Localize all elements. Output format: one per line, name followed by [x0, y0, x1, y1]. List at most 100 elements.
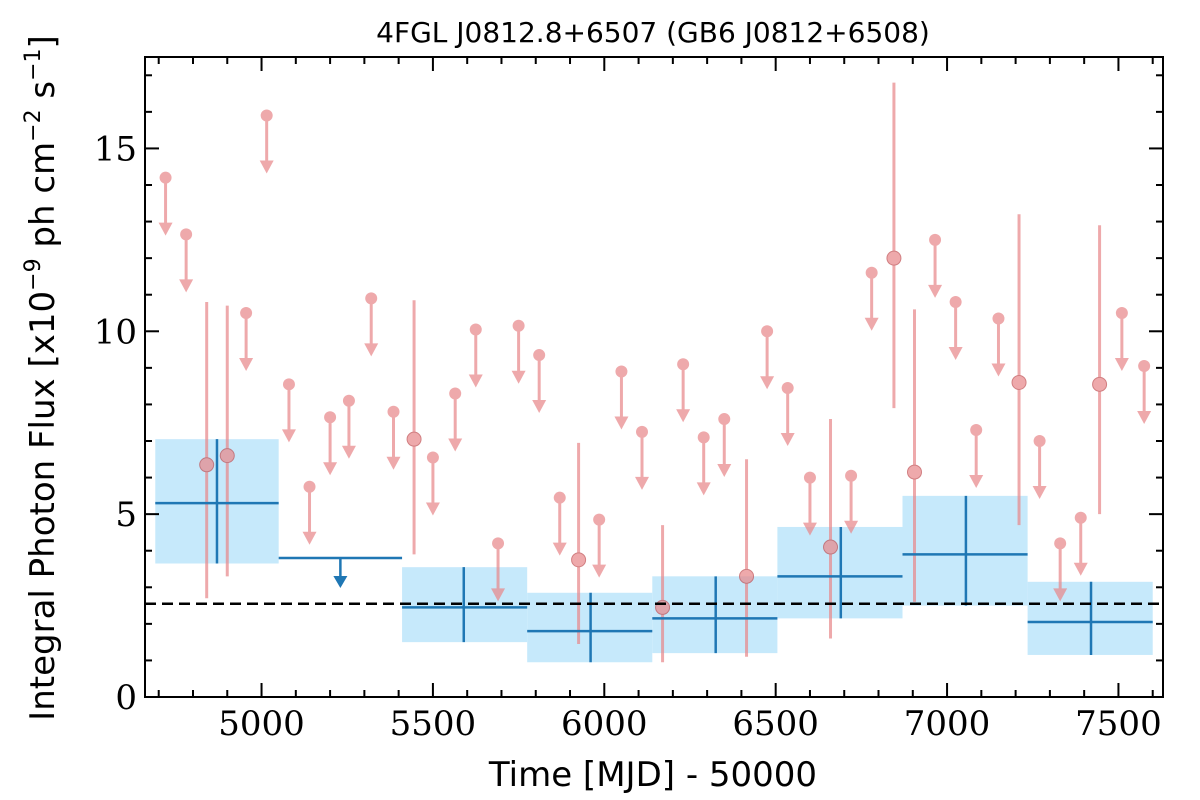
fine-upper-limit — [1073, 511, 1088, 576]
fine-upper-limit — [1032, 435, 1047, 499]
fine-upper-limit — [158, 171, 173, 236]
fine-upper-limit — [969, 424, 984, 489]
coarse-upper-limit-arrow — [333, 576, 348, 589]
y-tick-label: 15 — [94, 129, 137, 169]
fine-upper-limit — [341, 394, 356, 459]
fine-upper-limit-marker — [324, 411, 337, 424]
fine-upper-limit — [386, 405, 401, 470]
fine-upper-limit-marker — [677, 358, 690, 371]
fine-bin-series — [158, 82, 1152, 663]
fine-upper-limit-marker — [282, 378, 295, 391]
fine-upper-limit-marker — [615, 365, 628, 378]
fine-upper-limit — [948, 296, 963, 361]
fine-upper-limit-arrow — [635, 476, 650, 490]
fine-upper-limit — [696, 431, 711, 496]
fine-upper-limit — [364, 292, 379, 357]
coarse-detection — [902, 495, 1028, 606]
fine-upper-limit — [635, 425, 650, 490]
fine-upper-limit-arrow — [864, 317, 879, 331]
coarse-detection — [652, 576, 778, 654]
fine-upper-limit-arrow — [552, 542, 567, 556]
fine-upper-limit-arrow — [696, 482, 711, 496]
fine-upper-limit-marker — [970, 424, 983, 437]
fine-upper-limit-arrow — [259, 160, 274, 174]
fine-upper-limit-marker — [387, 405, 400, 418]
fine-upper-limit-marker — [1138, 360, 1151, 373]
coarse-detection — [155, 439, 279, 564]
coarse-bin-bands — [155, 439, 1153, 663]
fine-upper-limit-marker — [929, 233, 942, 246]
fine-detection — [886, 82, 902, 409]
fine-upper-limit-arrow — [425, 502, 440, 516]
fine-upper-limit — [491, 537, 506, 602]
fine-upper-limit-marker — [533, 349, 546, 362]
y-tick-label: 0 — [115, 678, 137, 718]
fine-upper-limit-marker — [260, 109, 273, 122]
fine-upper-limit-arrow — [676, 409, 691, 423]
fine-upper-limit-arrow — [948, 347, 963, 361]
fine-upper-limit-marker — [949, 296, 962, 309]
fine-upper-limit — [468, 323, 483, 388]
fine-upper-limit-arrow — [532, 400, 547, 414]
x-tick-label: 5500 — [390, 704, 477, 744]
fine-upper-limit — [991, 312, 1006, 377]
axis-ticks: 5000 5500 6000 6500 7000 7500 0 5 10 15 — [94, 57, 1163, 744]
fine-upper-limit-marker — [342, 394, 355, 407]
fine-upper-limit-marker — [553, 491, 566, 504]
fine-upper-limit-marker — [845, 469, 858, 482]
fine-upper-limit-arrow — [969, 475, 984, 489]
fine-upper-limit — [780, 381, 795, 446]
fine-detection — [219, 305, 235, 577]
fine-upper-limit — [844, 469, 859, 534]
fine-upper-limit — [1137, 360, 1152, 425]
fine-upper-limit-arrow — [179, 279, 194, 293]
fine-upper-limit-marker — [1115, 307, 1128, 319]
fine-upper-limit — [323, 411, 338, 476]
fine-detection-marker — [1092, 376, 1108, 392]
fine-upper-limit-arrow — [386, 456, 401, 470]
fine-upper-limit — [532, 349, 547, 414]
fine-upper-limit — [1053, 537, 1068, 602]
fine-upper-limit — [928, 233, 943, 298]
fine-upper-limit-arrow — [491, 588, 506, 602]
fine-upper-limit — [302, 480, 317, 545]
fine-upper-limit — [1114, 307, 1129, 371]
y-axis-label-mid: ph cm — [23, 142, 63, 259]
fine-upper-limit-marker — [1054, 537, 1067, 550]
x-tick-label: 7000 — [904, 704, 991, 744]
fine-upper-limit-marker — [180, 228, 193, 241]
fine-upper-limit-marker — [159, 171, 172, 184]
fine-detection — [406, 300, 422, 555]
fine-upper-limit-marker — [1074, 511, 1087, 524]
fine-upper-limit-marker — [718, 413, 731, 426]
fine-upper-limit-arrow — [341, 445, 356, 459]
fine-detection-marker — [823, 539, 839, 555]
fine-upper-limit-arrow — [928, 284, 943, 298]
fine-upper-limit-marker — [992, 312, 1005, 325]
fine-upper-limit-marker — [512, 319, 525, 332]
fine-upper-limit-marker — [240, 307, 253, 319]
x-tick-label: 6500 — [732, 704, 819, 744]
fine-upper-limit-marker — [303, 480, 316, 493]
fine-upper-limit-arrow — [323, 462, 338, 476]
fine-upper-limit-marker — [697, 431, 710, 444]
fine-upper-limit — [552, 491, 567, 556]
fine-upper-limit-arrow — [592, 564, 607, 578]
fine-upper-limit-arrow — [760, 376, 775, 390]
coarse-upper-limit — [278, 556, 403, 589]
fine-upper-limit — [511, 319, 526, 384]
fine-upper-limit-arrow — [448, 438, 463, 452]
chart-title: 4FGL J0812.8+6507 (GB6 J0812+6508) — [376, 16, 930, 49]
y-axis-label: Integral Photon Flux [x10−9 ph cm−2 s−1] — [21, 35, 63, 721]
fine-detection-marker — [739, 568, 755, 584]
fine-upper-limit-arrow — [1073, 562, 1088, 576]
plot-frame — [144, 56, 1164, 698]
fine-detection — [739, 459, 755, 657]
fine-upper-limit-marker — [492, 537, 505, 550]
y-axis-label-end: ] — [23, 35, 63, 48]
fine-detection — [1011, 214, 1027, 526]
fine-upper-limit — [425, 451, 440, 516]
fine-upper-limit-arrow — [1032, 486, 1047, 499]
fine-upper-limit — [281, 378, 296, 443]
